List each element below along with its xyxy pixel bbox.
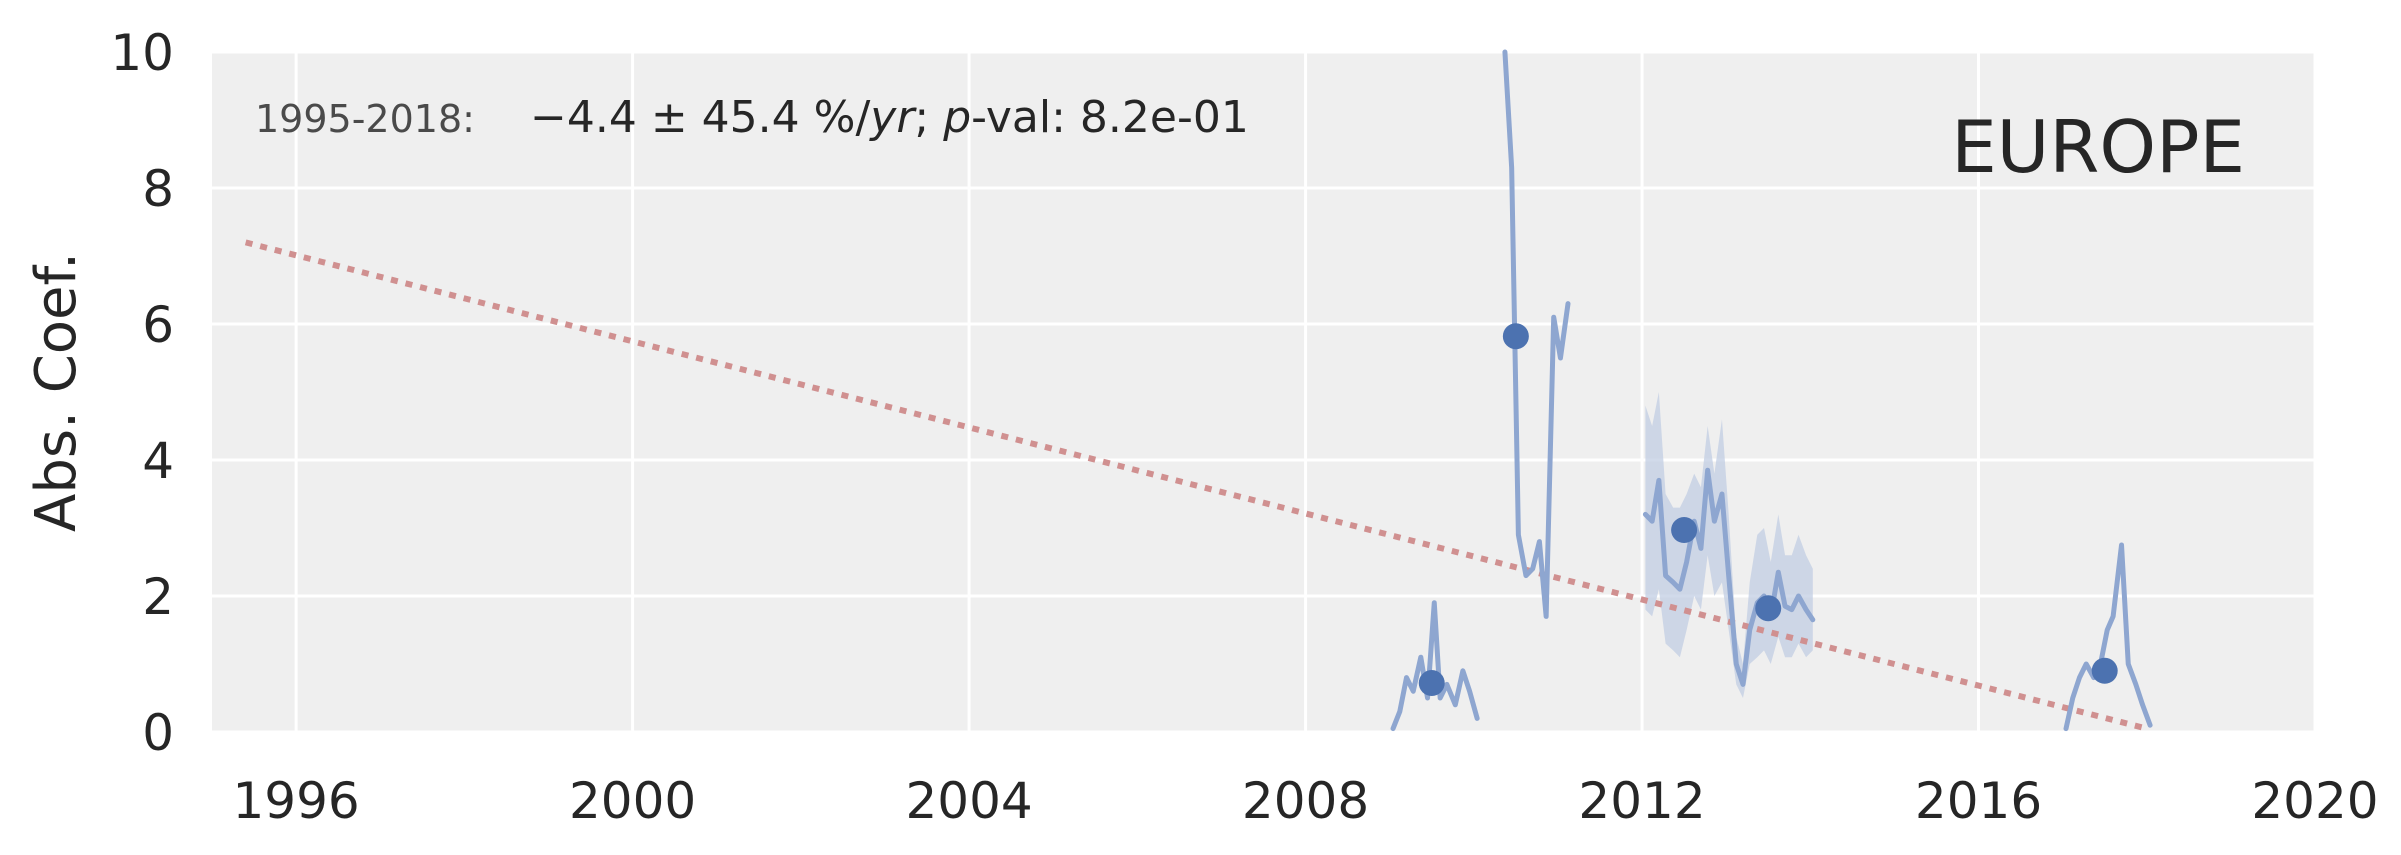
x-tick-label: 2000 [569,772,696,830]
annual-mean-point [2091,657,2118,684]
x-tick-label: 1996 [232,772,359,830]
region-label: EUROPE [1951,105,2245,189]
grid [212,50,2317,734]
stats-unit: yr [868,92,917,143]
y-axis-title: Abs. Coef. [24,252,89,532]
stats-separator: ; [914,92,943,143]
trend-line [244,239,2148,732]
annual-means-layer [1418,323,2118,697]
annual-mean-point [1755,595,1782,622]
plot-background [212,52,2315,732]
trend-stats-label: −4.4 ± 45.4 %/yr; p-val: 8.2e-01 [530,92,1249,143]
y-tick-label: 6 [142,296,174,354]
x-tick-label: 2008 [1242,772,1369,830]
stats-pvalue: -val: 8.2e-01 [971,92,1249,143]
y-tick-label: 8 [142,160,174,218]
x-tick-labels: 1996 2000 2004 2008 2012 2016 2020 [232,772,2378,830]
series-line [1390,600,1480,732]
stats-p: p [942,92,971,143]
x-tick-label: 2016 [1915,772,2042,830]
series-line [1642,467,1816,687]
confidence-band [1645,392,1813,698]
trend-layer [244,239,2148,732]
trend-period-label: 1995-2018: [255,97,475,141]
y-tick-label: 4 [142,432,174,490]
annual-mean-point [1418,670,1445,697]
series-line [1502,49,1571,619]
confidence-band-layer [1645,392,1813,698]
series-line [2063,542,2153,732]
stats-value: −4.4 ± 45.4 %/ [530,92,870,143]
x-tick-label: 2004 [905,772,1032,830]
y-tick-label: 0 [142,704,174,762]
x-tick-label: 2012 [1578,772,1705,830]
y-tick-label: 2 [142,568,174,626]
y-tick-label: 10 [110,24,174,82]
x-tick-label: 2020 [2251,772,2378,830]
annual-mean-point [1502,323,1529,350]
annual-mean-point [1671,517,1698,544]
y-tick-labels: 0 2 4 6 8 10 [110,24,174,762]
series-layer [1390,49,2153,732]
